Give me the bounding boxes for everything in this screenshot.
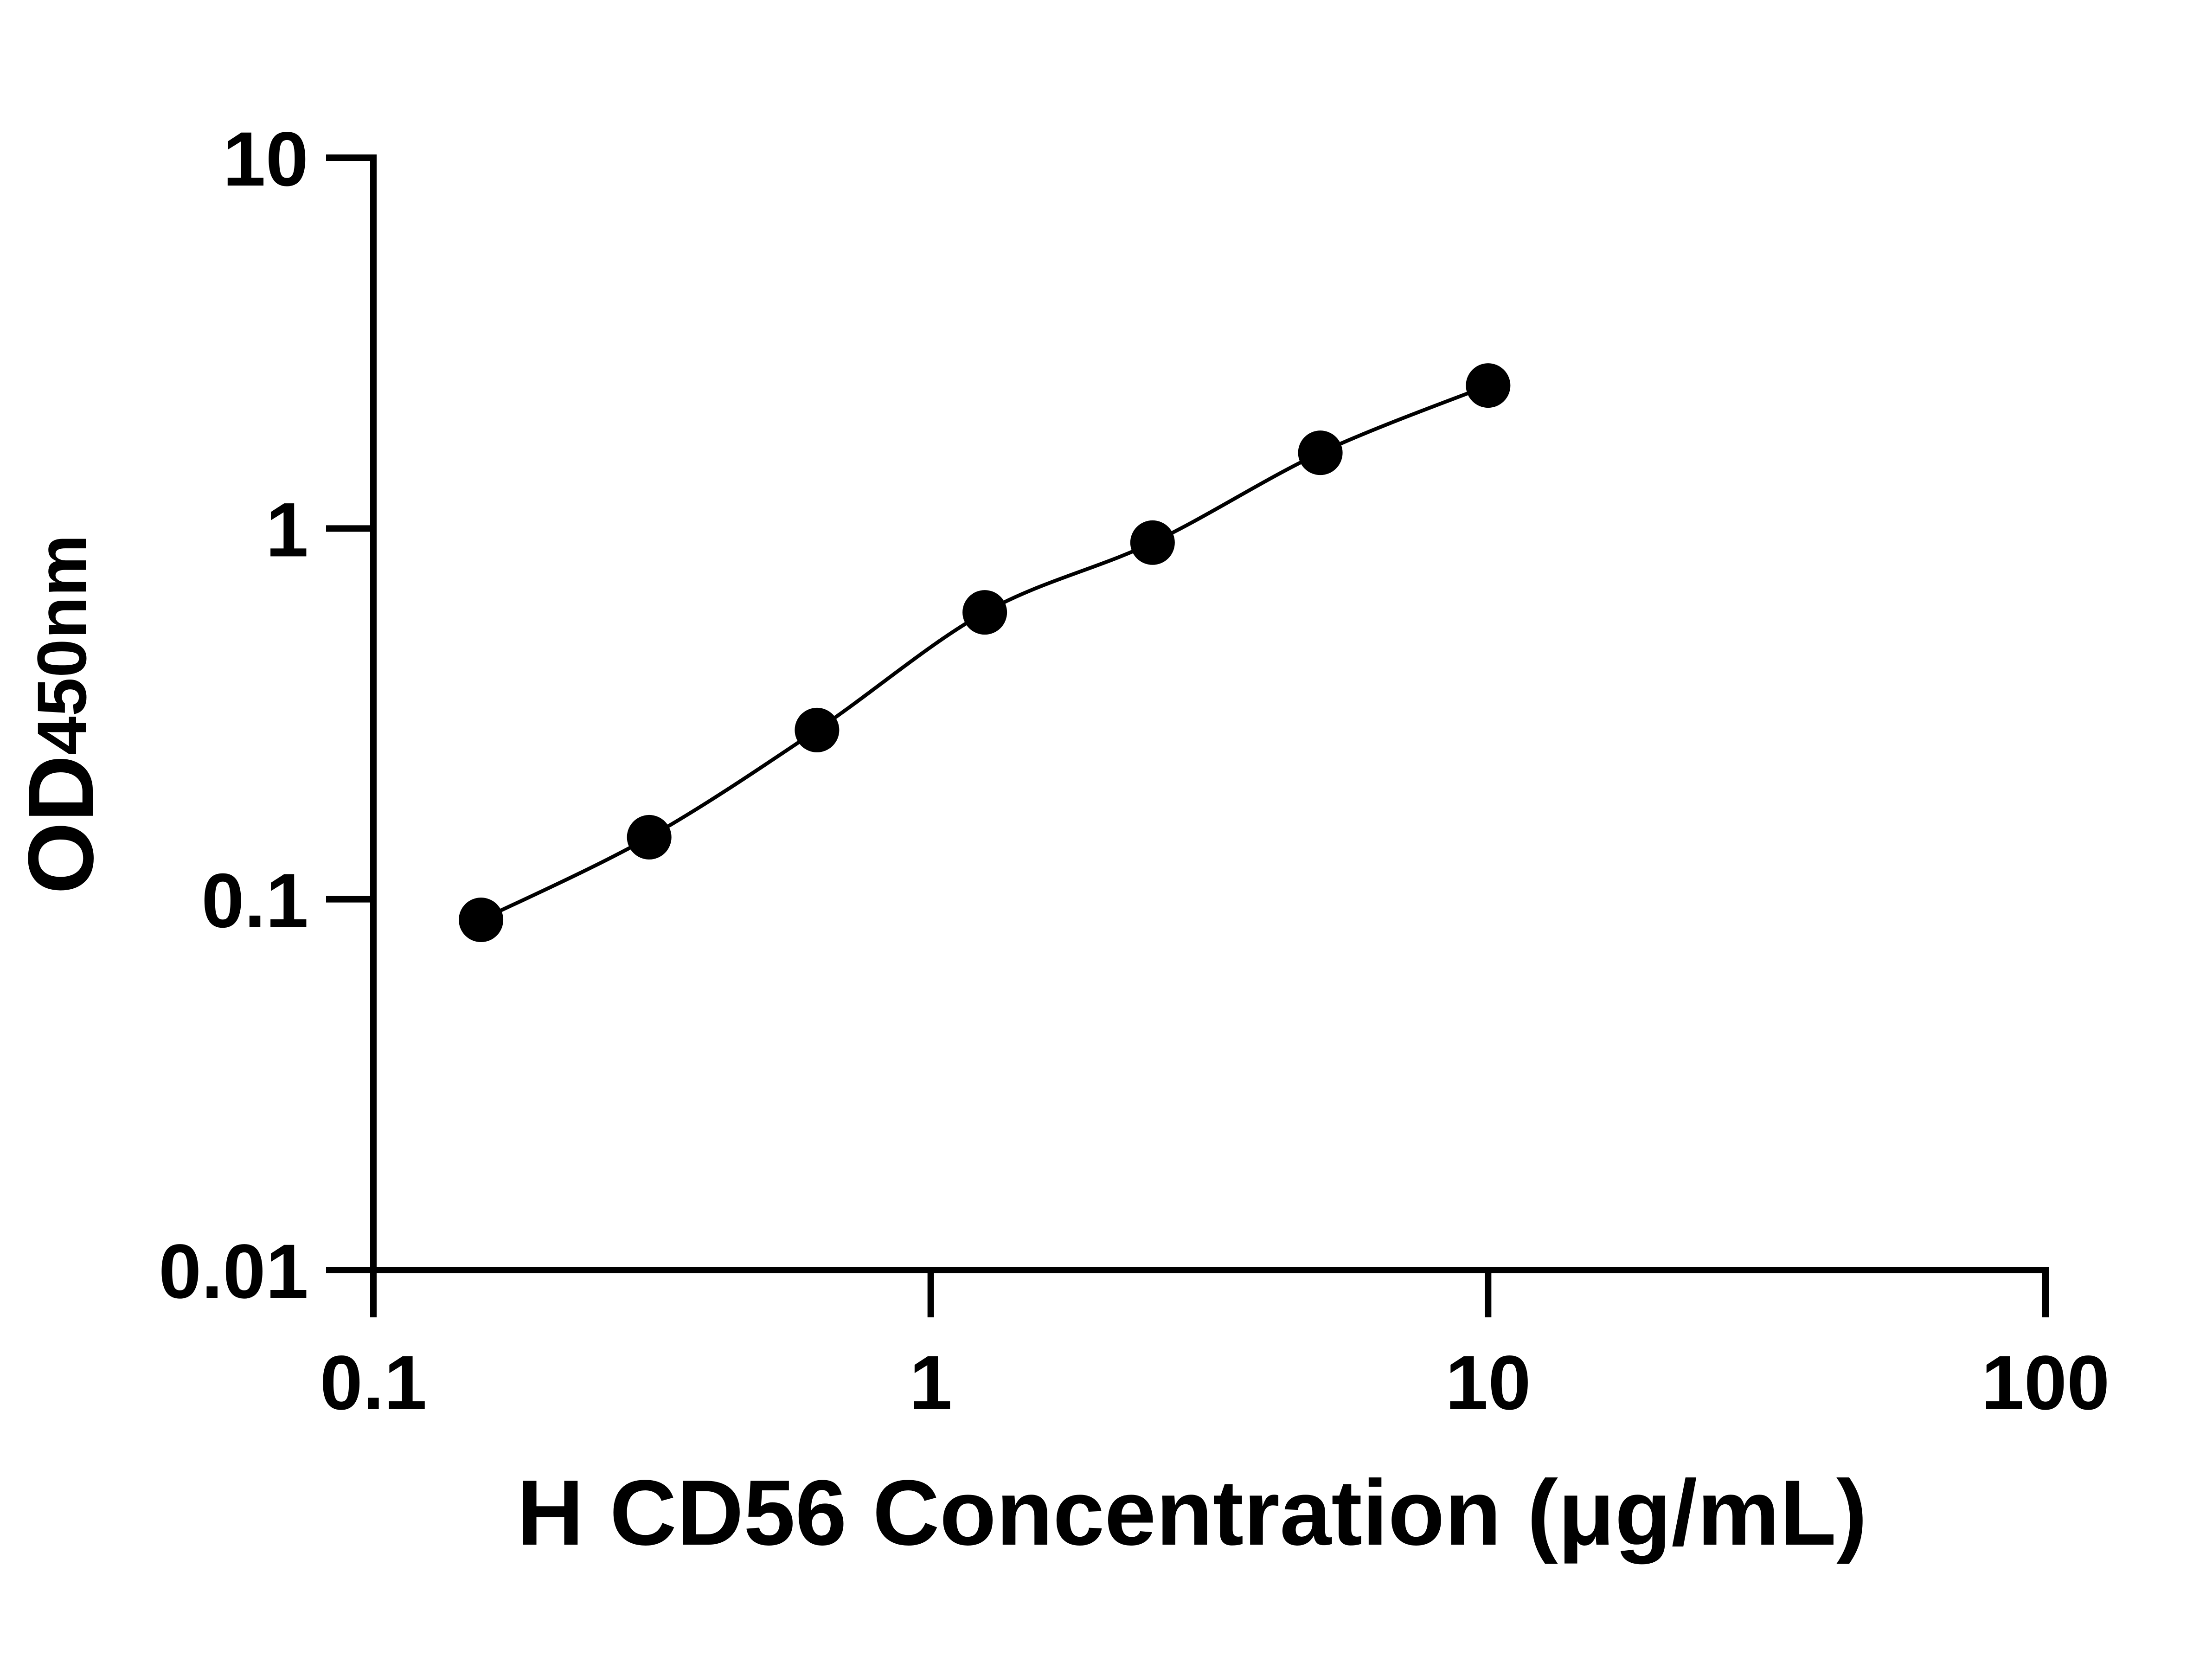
data-point: [1466, 363, 1511, 408]
x-tick-labels: 0.1 1 10 100: [320, 1340, 2110, 1426]
data-point: [1130, 520, 1175, 565]
y-tick-label: 0.01: [159, 1229, 308, 1315]
y-axis-title-sub: 450nm: [23, 534, 101, 755]
y-tick-label: 0.1: [201, 858, 308, 944]
x-axis-title: H CD56 Concentration (μg/mL): [517, 1461, 1867, 1565]
data-points-layer: [459, 363, 1511, 943]
y-tick-labels: 0.01 0.1 1 10: [159, 116, 308, 1315]
x-tick-label: 100: [1981, 1340, 2110, 1426]
data-point: [1298, 430, 1343, 475]
data-point: [795, 707, 840, 752]
axes: [326, 154, 2049, 1317]
y-tick-label: 1: [266, 487, 308, 573]
x-tick-label: 1: [910, 1340, 952, 1426]
y-axis-title-main: OD: [9, 755, 113, 894]
y-tick-label: 10: [223, 116, 308, 202]
x-tick-label: 0.1: [320, 1340, 427, 1426]
x-tick-label: 10: [1445, 1340, 1531, 1426]
data-point: [962, 590, 1007, 635]
y-axis-title: OD450nm: [9, 534, 113, 894]
data-point: [627, 815, 672, 860]
data-point: [459, 898, 504, 943]
